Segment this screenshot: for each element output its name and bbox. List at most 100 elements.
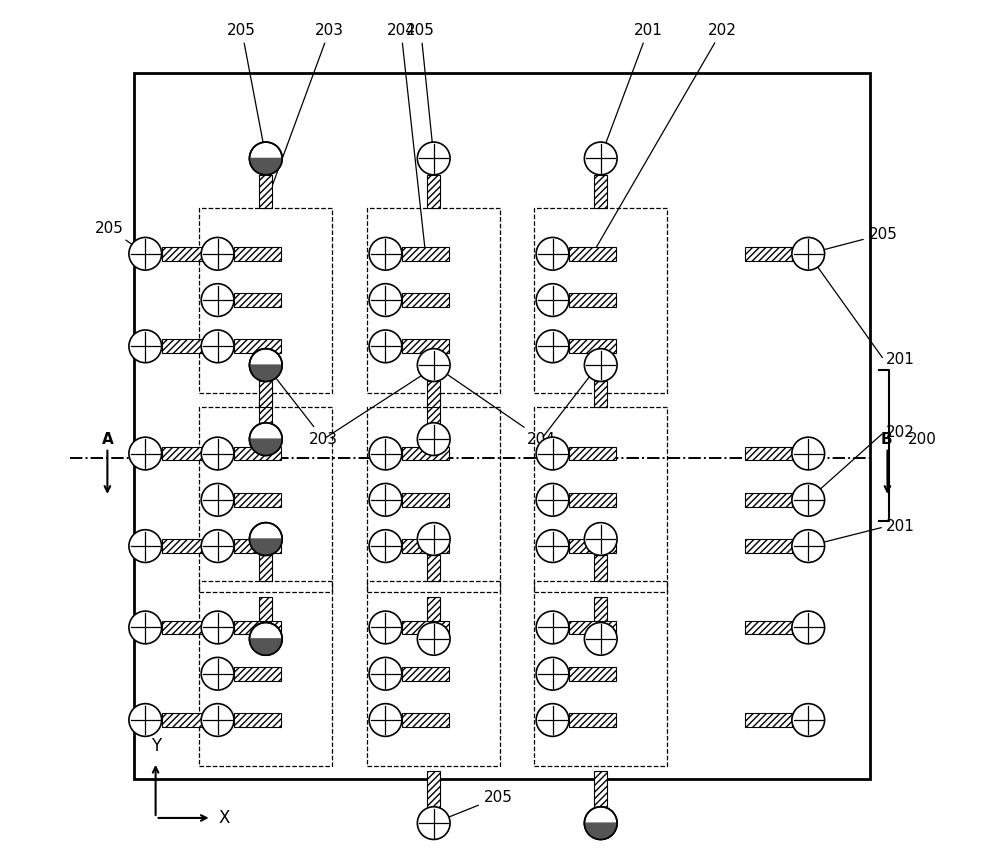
Text: 201: 201	[886, 519, 915, 535]
Bar	[402, 539, 449, 553]
Bar	[402, 492, 449, 506]
Bar	[427, 175, 440, 208]
Bar	[594, 771, 607, 807]
Circle shape	[201, 437, 234, 470]
Bar	[594, 597, 607, 623]
Bar	[745, 713, 792, 727]
Text: A: A	[102, 431, 113, 447]
Bar	[427, 381, 440, 407]
Circle shape	[369, 703, 402, 736]
Circle shape	[369, 530, 402, 562]
Circle shape	[129, 530, 162, 562]
Bar	[402, 667, 449, 680]
Bar	[162, 539, 209, 553]
Circle shape	[249, 623, 282, 655]
Circle shape	[369, 611, 402, 644]
Bar	[234, 247, 281, 261]
Bar	[162, 713, 209, 727]
Circle shape	[584, 349, 617, 381]
Circle shape	[536, 437, 569, 470]
Bar	[745, 247, 792, 261]
Circle shape	[129, 611, 162, 644]
Bar	[534, 581, 667, 766]
Bar	[259, 555, 272, 581]
Circle shape	[201, 611, 234, 644]
Circle shape	[369, 658, 402, 691]
Polygon shape	[249, 639, 282, 655]
Bar	[234, 339, 281, 353]
Bar	[534, 407, 667, 592]
Circle shape	[792, 437, 825, 470]
Text: 201: 201	[886, 352, 915, 368]
Bar	[569, 621, 616, 635]
Bar	[162, 621, 209, 635]
Circle shape	[129, 330, 162, 362]
Bar	[569, 492, 616, 506]
Bar	[569, 339, 616, 353]
Bar	[427, 555, 440, 581]
Circle shape	[201, 703, 234, 736]
Bar	[234, 539, 281, 553]
Text: 200: 200	[908, 431, 937, 447]
Circle shape	[417, 423, 450, 455]
Bar	[367, 581, 500, 766]
Circle shape	[536, 238, 569, 270]
Text: X: X	[218, 809, 230, 827]
Text: 201: 201	[602, 22, 663, 154]
Bar	[569, 247, 616, 261]
Circle shape	[417, 623, 450, 655]
Circle shape	[201, 238, 234, 270]
Circle shape	[201, 330, 234, 362]
Bar	[427, 597, 440, 623]
Circle shape	[249, 142, 282, 175]
Circle shape	[584, 523, 617, 555]
Bar	[259, 597, 272, 623]
Text: 205: 205	[436, 790, 513, 822]
Circle shape	[536, 530, 569, 562]
Bar	[594, 175, 607, 208]
Bar	[745, 539, 792, 553]
Bar	[402, 447, 449, 461]
Circle shape	[369, 437, 402, 470]
Bar	[427, 771, 440, 807]
Bar	[259, 175, 272, 208]
Bar	[162, 247, 209, 261]
Circle shape	[129, 238, 162, 270]
Bar	[162, 339, 209, 353]
Bar	[745, 492, 792, 506]
Circle shape	[792, 611, 825, 644]
Text: 203: 203	[267, 22, 344, 201]
Polygon shape	[249, 158, 282, 175]
Circle shape	[417, 807, 450, 839]
Circle shape	[369, 283, 402, 317]
Bar	[402, 621, 449, 635]
Bar	[367, 208, 500, 393]
Bar	[402, 247, 449, 261]
Text: 203: 203	[268, 368, 338, 447]
Bar	[234, 492, 281, 506]
Circle shape	[584, 807, 617, 839]
Circle shape	[584, 623, 617, 655]
Circle shape	[201, 484, 234, 516]
Bar	[234, 293, 281, 307]
Bar	[234, 447, 281, 461]
Bar	[259, 397, 272, 423]
Bar	[234, 621, 281, 635]
Circle shape	[417, 523, 450, 555]
Text: 204: 204	[436, 367, 556, 447]
Bar	[745, 447, 792, 461]
Circle shape	[536, 611, 569, 644]
Bar	[569, 447, 616, 461]
Bar	[162, 447, 209, 461]
Text: 205: 205	[811, 226, 898, 253]
Bar	[569, 539, 616, 553]
Bar	[745, 621, 792, 635]
Text: 204: 204	[387, 22, 425, 251]
Polygon shape	[249, 439, 282, 455]
Bar	[199, 407, 332, 592]
Text: Y: Y	[151, 737, 161, 755]
Polygon shape	[249, 539, 282, 555]
Circle shape	[129, 437, 162, 470]
Circle shape	[417, 349, 450, 381]
Circle shape	[369, 484, 402, 516]
